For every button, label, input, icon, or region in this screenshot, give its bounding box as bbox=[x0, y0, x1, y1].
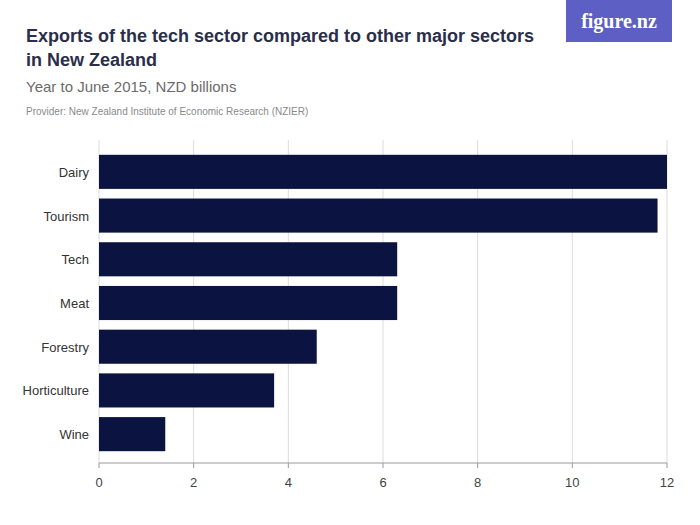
bar bbox=[99, 373, 274, 407]
tick-mark bbox=[193, 463, 194, 468]
bar bbox=[99, 286, 397, 320]
tick-mark bbox=[383, 463, 384, 468]
subtitle: Year to June 2015, NZD billions bbox=[26, 78, 236, 95]
bar bbox=[99, 242, 397, 276]
tick-label: 6 bbox=[379, 475, 386, 490]
category-label: Horticulture bbox=[23, 383, 89, 398]
tick-label: 8 bbox=[474, 475, 481, 490]
bars bbox=[99, 155, 667, 451]
logo: figure.nz bbox=[566, 0, 672, 42]
source: Provider: New Zealand Institute of Econo… bbox=[26, 106, 308, 117]
tick-label: 4 bbox=[285, 475, 292, 490]
tick-mark bbox=[288, 463, 289, 468]
title: Exports of the tech sector compared to o… bbox=[26, 24, 546, 72]
bar bbox=[99, 417, 165, 451]
tick-label: 12 bbox=[660, 475, 674, 490]
category-label: Dairy bbox=[59, 165, 90, 180]
x-axis bbox=[99, 463, 667, 464]
tick-label: 0 bbox=[95, 475, 102, 490]
tick-mark bbox=[477, 463, 478, 468]
category-label: Wine bbox=[59, 427, 89, 442]
bar bbox=[99, 155, 667, 189]
tick-label: 10 bbox=[565, 475, 579, 490]
tick-mark bbox=[667, 463, 668, 468]
tick-mark bbox=[572, 463, 573, 468]
tick-mark bbox=[99, 463, 100, 468]
category-label: Meat bbox=[60, 296, 89, 311]
category-label: Tech bbox=[62, 252, 89, 267]
category-label: Tourism bbox=[43, 209, 89, 224]
bar bbox=[99, 199, 658, 233]
category-label: Forestry bbox=[41, 340, 89, 355]
tick-label: 2 bbox=[190, 475, 197, 490]
page: Exports of the tech sector compared to o… bbox=[0, 0, 700, 525]
chart: 0 2 4 6 8 10 12 Dairy Tourism Tech Meat Forestry Hor… bbox=[0, 0, 700, 525]
bar bbox=[99, 330, 317, 364]
